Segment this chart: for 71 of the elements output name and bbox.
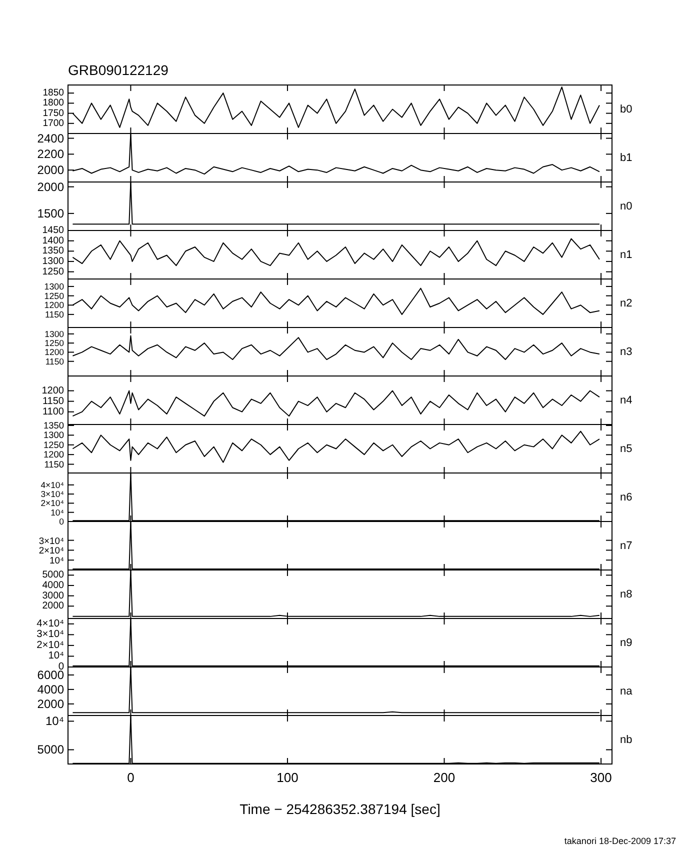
y-tick-label: 1100 [42, 406, 64, 418]
y-tick-label: 1300 [44, 430, 64, 440]
x-axis-title: Time − 254286352.387194 [sec] [240, 801, 440, 817]
y-tick-label: 1150 [44, 459, 64, 470]
y-tick-label: 1150 [44, 309, 64, 320]
y-tick-label: 2×10⁴ [38, 544, 64, 556]
y-tick-label: 2×10⁴ [40, 498, 64, 508]
y2-axis-title: n7 [620, 540, 632, 552]
y2-axis-title: b0 [620, 103, 632, 116]
y2-axis-title: nb [620, 734, 632, 746]
y2-axis-title: n5 [620, 442, 632, 455]
y-tick-label: 2000 [37, 180, 64, 194]
y-tick-label: 1350 [42, 246, 65, 257]
y-tick-label: 3×10⁴ [38, 534, 64, 546]
x-tick-label: 100 [276, 770, 298, 785]
y-tick-label: 4000 [42, 580, 65, 591]
y-tick-label: 1700 [42, 118, 64, 129]
y2-axis-title: n8 [620, 588, 632, 600]
y-tick-label: 1250 [44, 290, 64, 301]
y-tick-label: 1300 [44, 328, 64, 339]
y-tick-label: 1200 [44, 450, 64, 460]
y-tick-label: 10⁴ [45, 714, 64, 728]
y-tick-label: 2000 [42, 600, 65, 612]
y-tick-label: 1250 [44, 440, 64, 450]
y2-axis-title: n4 [620, 394, 632, 406]
y2-axis-title: n2 [620, 297, 632, 310]
y2-axis-title: n9 [620, 636, 632, 649]
y2-axis-title: n0 [620, 200, 632, 212]
y-tick-label: 1200 [42, 385, 64, 396]
y-tick-label: 4×10⁴ [36, 618, 64, 630]
x-tick-label: 0 [127, 770, 134, 785]
y-tick-label: 1400 [42, 235, 65, 246]
y-tick-label: 4×10⁴ [40, 480, 64, 490]
x-tick-label: 300 [590, 770, 612, 785]
y-tick-label: 1800 [42, 98, 64, 109]
y-tick-label: 3000 [42, 590, 65, 602]
y2-axis-title: na [620, 685, 634, 698]
chart-title: GRB090122129 [68, 62, 169, 78]
y-tick-label: 5000 [37, 742, 64, 757]
y-tick-label: 1350 [44, 420, 64, 430]
x-tick-label: 200 [433, 770, 456, 785]
y-tick-label: 2000 [37, 696, 64, 711]
y-tick-label: 1750 [42, 108, 64, 119]
y-tick-label: 4000 [37, 682, 64, 696]
y-tick-label: 5000 [42, 570, 65, 581]
y-tick-label: 1500 [37, 206, 64, 220]
y-tick-label: 10⁴ [50, 554, 64, 566]
y-tick-label: 1150 [45, 356, 64, 366]
y-tick-label: 1300 [44, 281, 64, 292]
y-tick-label: 2200 [37, 147, 64, 162]
y-tick-label: 1300 [42, 256, 65, 267]
y2-axis-title: n6 [620, 491, 632, 504]
y2-axis-title: n3 [620, 346, 632, 358]
y-tick-label: 10⁴ [50, 507, 64, 518]
y-tick-label: 1850 [42, 88, 64, 99]
y-tick-label: 1200 [44, 300, 64, 310]
y-tick-label: 0 [59, 516, 64, 526]
y-tick-label: 3×10⁴ [40, 489, 64, 500]
y-tick-label: 2400 [37, 131, 64, 146]
y-tick-label: 2000 [37, 163, 64, 178]
y-tick-label: 2×10⁴ [36, 640, 64, 651]
y-tick-label: 1200 [44, 347, 64, 358]
y-tick-label: 1250 [42, 266, 65, 278]
y-tick-label: 1250 [44, 338, 64, 348]
y-tick-label: 1450 [42, 225, 65, 236]
y2-axis-title: b1 [620, 152, 632, 164]
y-tick-label: 3×10⁴ [36, 629, 64, 640]
y-tick-label: 10⁴ [48, 650, 64, 662]
y-tick-label: 1150 [42, 396, 64, 407]
text: takanori 18-Dec-2009 17:37 [564, 836, 676, 846]
y2-axis-title: n1 [620, 248, 632, 261]
